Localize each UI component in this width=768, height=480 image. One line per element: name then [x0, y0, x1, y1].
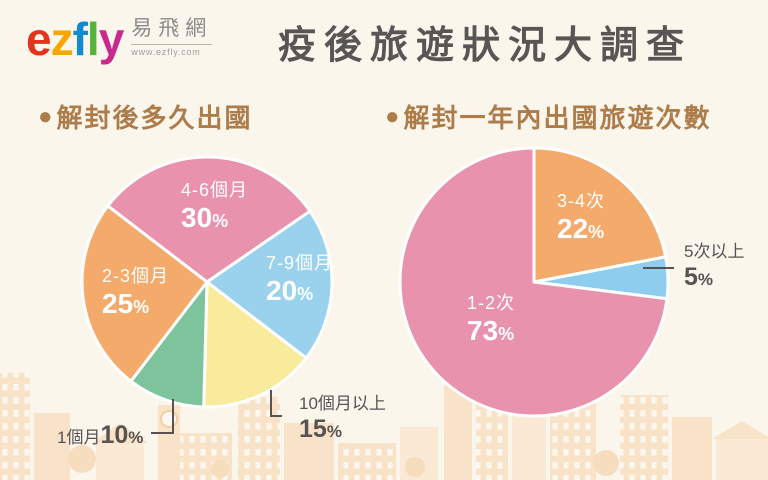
pie-slice [202, 280, 308, 409]
logo-letter: y [98, 13, 125, 66]
pie-outside-label-10months-plus: 10個月以上 15% [299, 394, 386, 444]
pie-slice [80, 204, 209, 383]
logo-letter: f [72, 13, 88, 66]
bullet-icon: ● [385, 102, 402, 130]
pie-chart-left-svg [80, 155, 334, 409]
pie-slice-label: 1-2次 73% [467, 293, 516, 347]
pie-chart-trips-per-year: 3-4次 22% 1-2次 73% [397, 145, 671, 419]
pie-chart-right-svg [398, 146, 670, 418]
pie-slice-label: 2-3個月 25% [102, 266, 170, 320]
leader-line [643, 267, 674, 269]
pie-chart-months-until-travel: 4-6個月 30% 7-9個月 20% 2-3個月 25% [79, 154, 335, 410]
pie-slice [129, 280, 209, 409]
left-chart-heading: ● 解封後多久出國 [38, 98, 253, 135]
pie-slice-label: 4-6個月 30% [181, 180, 249, 234]
leader-line [270, 390, 282, 417]
right-chart-heading: ● 解封一年內出國旅遊次數 [385, 98, 712, 135]
logo-letter: e [26, 13, 52, 66]
pie-slice-label: 7-9個月 20% [266, 253, 334, 307]
right-chart-title: 解封一年內出國旅遊次數 [403, 103, 712, 133]
logo-letter: l [86, 13, 100, 66]
logo-cjk-name: 易飛網 [131, 12, 213, 45]
left-chart-title: 解封後多久出國 [56, 103, 253, 133]
pie-slice [398, 146, 669, 418]
bullet-icon: ● [38, 102, 55, 130]
cityscape-background-illustration [0, 373, 768, 480]
logo-subtext: 易飛網 www.ezfly.com [131, 12, 213, 57]
ezfly-wordmark: ezfly [26, 13, 125, 66]
logo-url: www.ezfly.com [131, 47, 201, 57]
pie-slice-label: 3-4次 22% [557, 191, 606, 245]
pie-outside-label-1month: 1個月 10% [57, 421, 144, 449]
ezfly-logo: ezfly 易飛網 www.ezfly.com [26, 12, 213, 66]
pie-slice [106, 155, 312, 284]
pie-outside-label-5times-plus: 5次以上 5% [684, 242, 745, 292]
page-title: 疫後旅遊狀況大調查 [277, 25, 692, 67]
pie-slice [205, 209, 334, 360]
pie-slice [532, 146, 668, 284]
logo-letter: z [50, 13, 74, 66]
leader-line [151, 399, 174, 434]
